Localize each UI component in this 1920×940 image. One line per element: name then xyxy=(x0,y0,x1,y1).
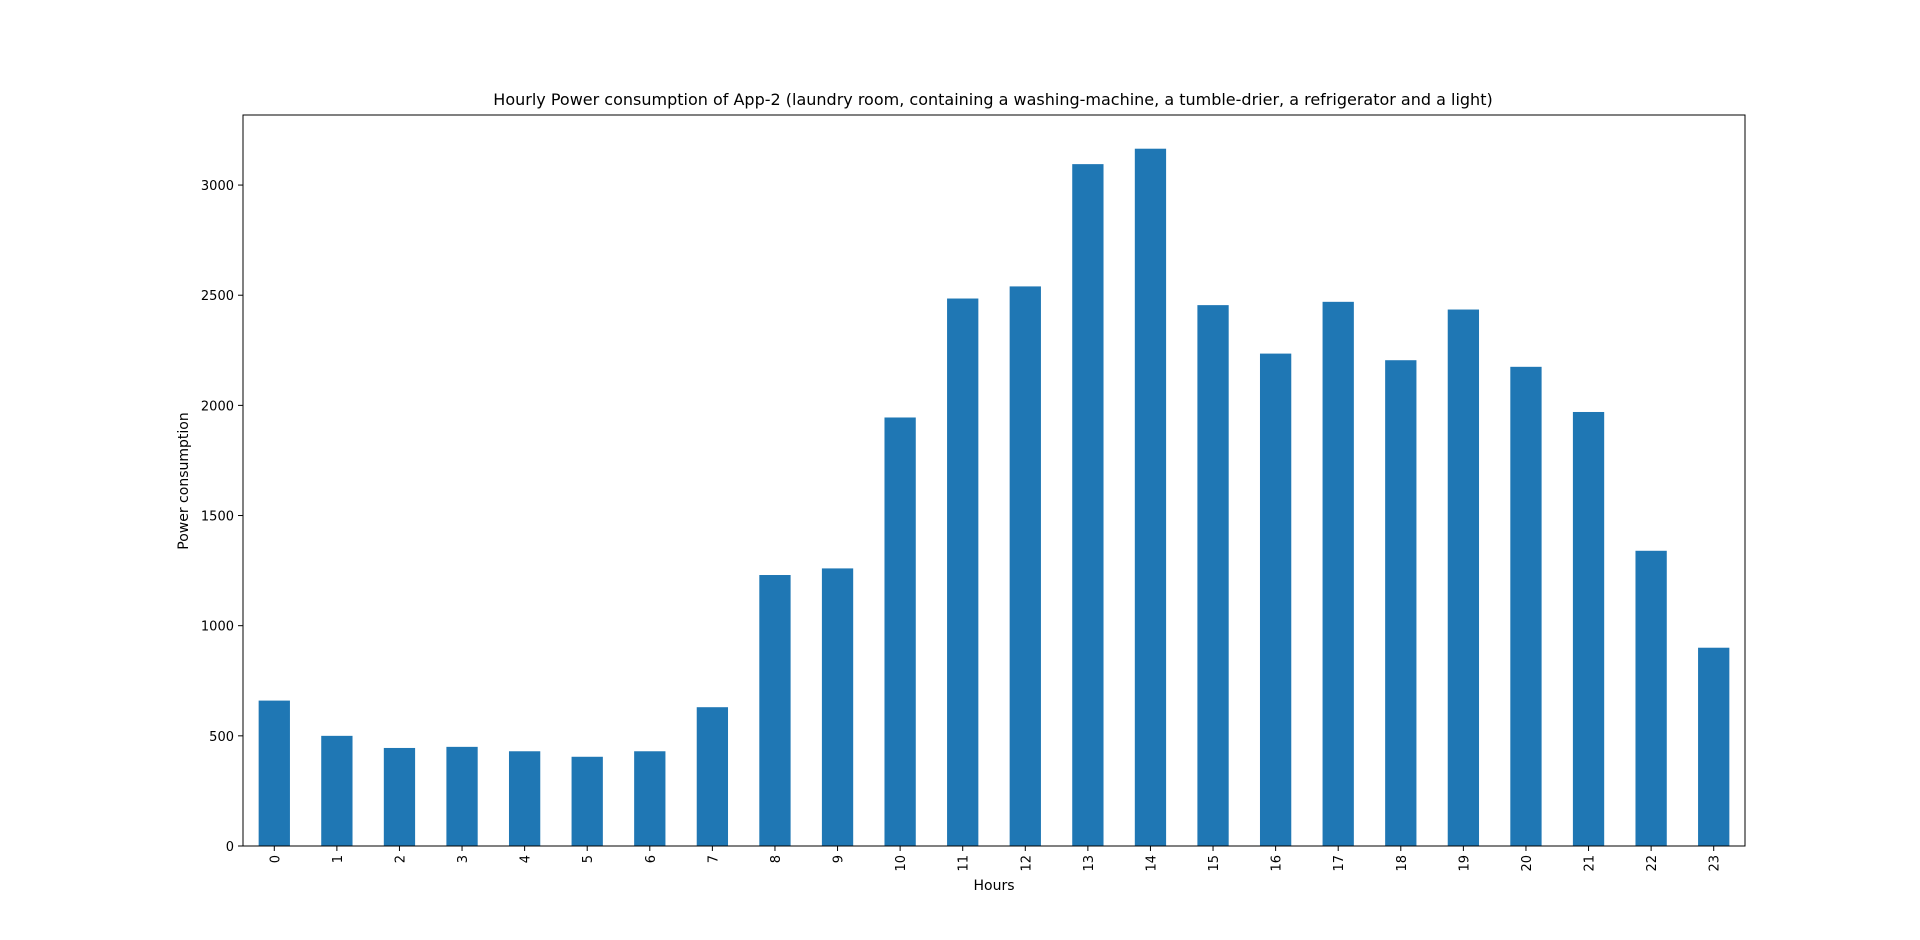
x-tick-label: 19 xyxy=(1457,855,1472,872)
x-tick-label: 16 xyxy=(1270,855,1285,872)
y-tick-label: 1000 xyxy=(201,620,234,635)
bar-hour-19 xyxy=(1447,309,1480,847)
x-axis: 0 1 2 3 4 5 6 7 8 9 10 11 12 13 14 15 16 17 18 19 20 21 22 23 xyxy=(268,846,1723,872)
bar-hour-0 xyxy=(258,700,290,846)
x-tick-label: 2 xyxy=(393,855,408,863)
y-tick-label: 500 xyxy=(209,730,234,745)
bar-hour-6 xyxy=(634,751,666,846)
bar-hour-1 xyxy=(321,735,353,846)
x-tick-label: 13 xyxy=(1082,855,1097,872)
bar-hour-11 xyxy=(947,298,979,846)
bar-hour-15 xyxy=(1197,305,1229,846)
x-tick-label: 12 xyxy=(1019,855,1034,872)
bar-hour-13 xyxy=(1072,164,1104,847)
y-tick-label: 2500 xyxy=(201,289,234,304)
x-tick-label: 0 xyxy=(268,855,283,863)
x-tick-label: 23 xyxy=(1708,855,1723,872)
bar-hour-7 xyxy=(696,707,729,846)
x-tick-label: 9 xyxy=(832,855,847,863)
bar-hour-10 xyxy=(884,417,916,846)
bar-hour-9 xyxy=(821,568,854,846)
y-axis: 0 500 1000 1500 2000 2500 3000 xyxy=(201,179,243,855)
bar-hour-8 xyxy=(759,575,791,846)
y-tick-label: 1500 xyxy=(201,510,234,525)
bar-hour-16 xyxy=(1259,353,1292,846)
x-tick-label: 10 xyxy=(894,855,909,872)
y-tick-label: 0 xyxy=(226,840,234,855)
bar-hour-14 xyxy=(1134,148,1167,847)
bar-hour-23 xyxy=(1698,647,1730,846)
x-tick-label: 11 xyxy=(957,855,972,872)
bar-hour-18 xyxy=(1385,360,1417,846)
bar-hour-3 xyxy=(446,746,478,846)
bar-hour-2 xyxy=(383,747,416,846)
x-tick-label: 15 xyxy=(1207,855,1222,872)
bar-hour-12 xyxy=(1009,286,1041,846)
bar-hour-20 xyxy=(1510,366,1542,846)
y-tick-label: 2000 xyxy=(201,399,234,414)
x-tick-label: 4 xyxy=(519,855,534,863)
chart-title: Hourly Power consumption of App-2 (laund… xyxy=(493,90,1492,109)
x-tick-label: 22 xyxy=(1645,855,1660,872)
x-tick-label: 7 xyxy=(706,855,721,863)
x-tick-label: 14 xyxy=(1144,855,1159,872)
bar-hour-21 xyxy=(1572,411,1605,846)
bar-hour-17 xyxy=(1322,301,1354,846)
x-tick-label: 6 xyxy=(644,855,659,863)
y-tick-label: 3000 xyxy=(201,179,234,194)
bar-hour-5 xyxy=(571,756,603,846)
x-tick-label: 21 xyxy=(1583,855,1598,872)
x-axis-label: Hours xyxy=(973,878,1014,894)
x-tick-label: 3 xyxy=(456,855,471,863)
x-tick-label: 20 xyxy=(1520,855,1535,872)
plot-area xyxy=(258,148,1730,847)
x-tick-label: 5 xyxy=(581,855,596,863)
x-tick-label: 8 xyxy=(769,855,784,863)
x-tick-label: 18 xyxy=(1395,855,1410,872)
x-tick-label: 1 xyxy=(331,855,346,863)
bar-hour-22 xyxy=(1635,550,1667,846)
x-tick-label: 17 xyxy=(1332,855,1347,872)
axes-frame xyxy=(242,114,1746,847)
bar-hour-4 xyxy=(508,751,541,846)
y-axis-label: Power consumption xyxy=(176,412,192,549)
